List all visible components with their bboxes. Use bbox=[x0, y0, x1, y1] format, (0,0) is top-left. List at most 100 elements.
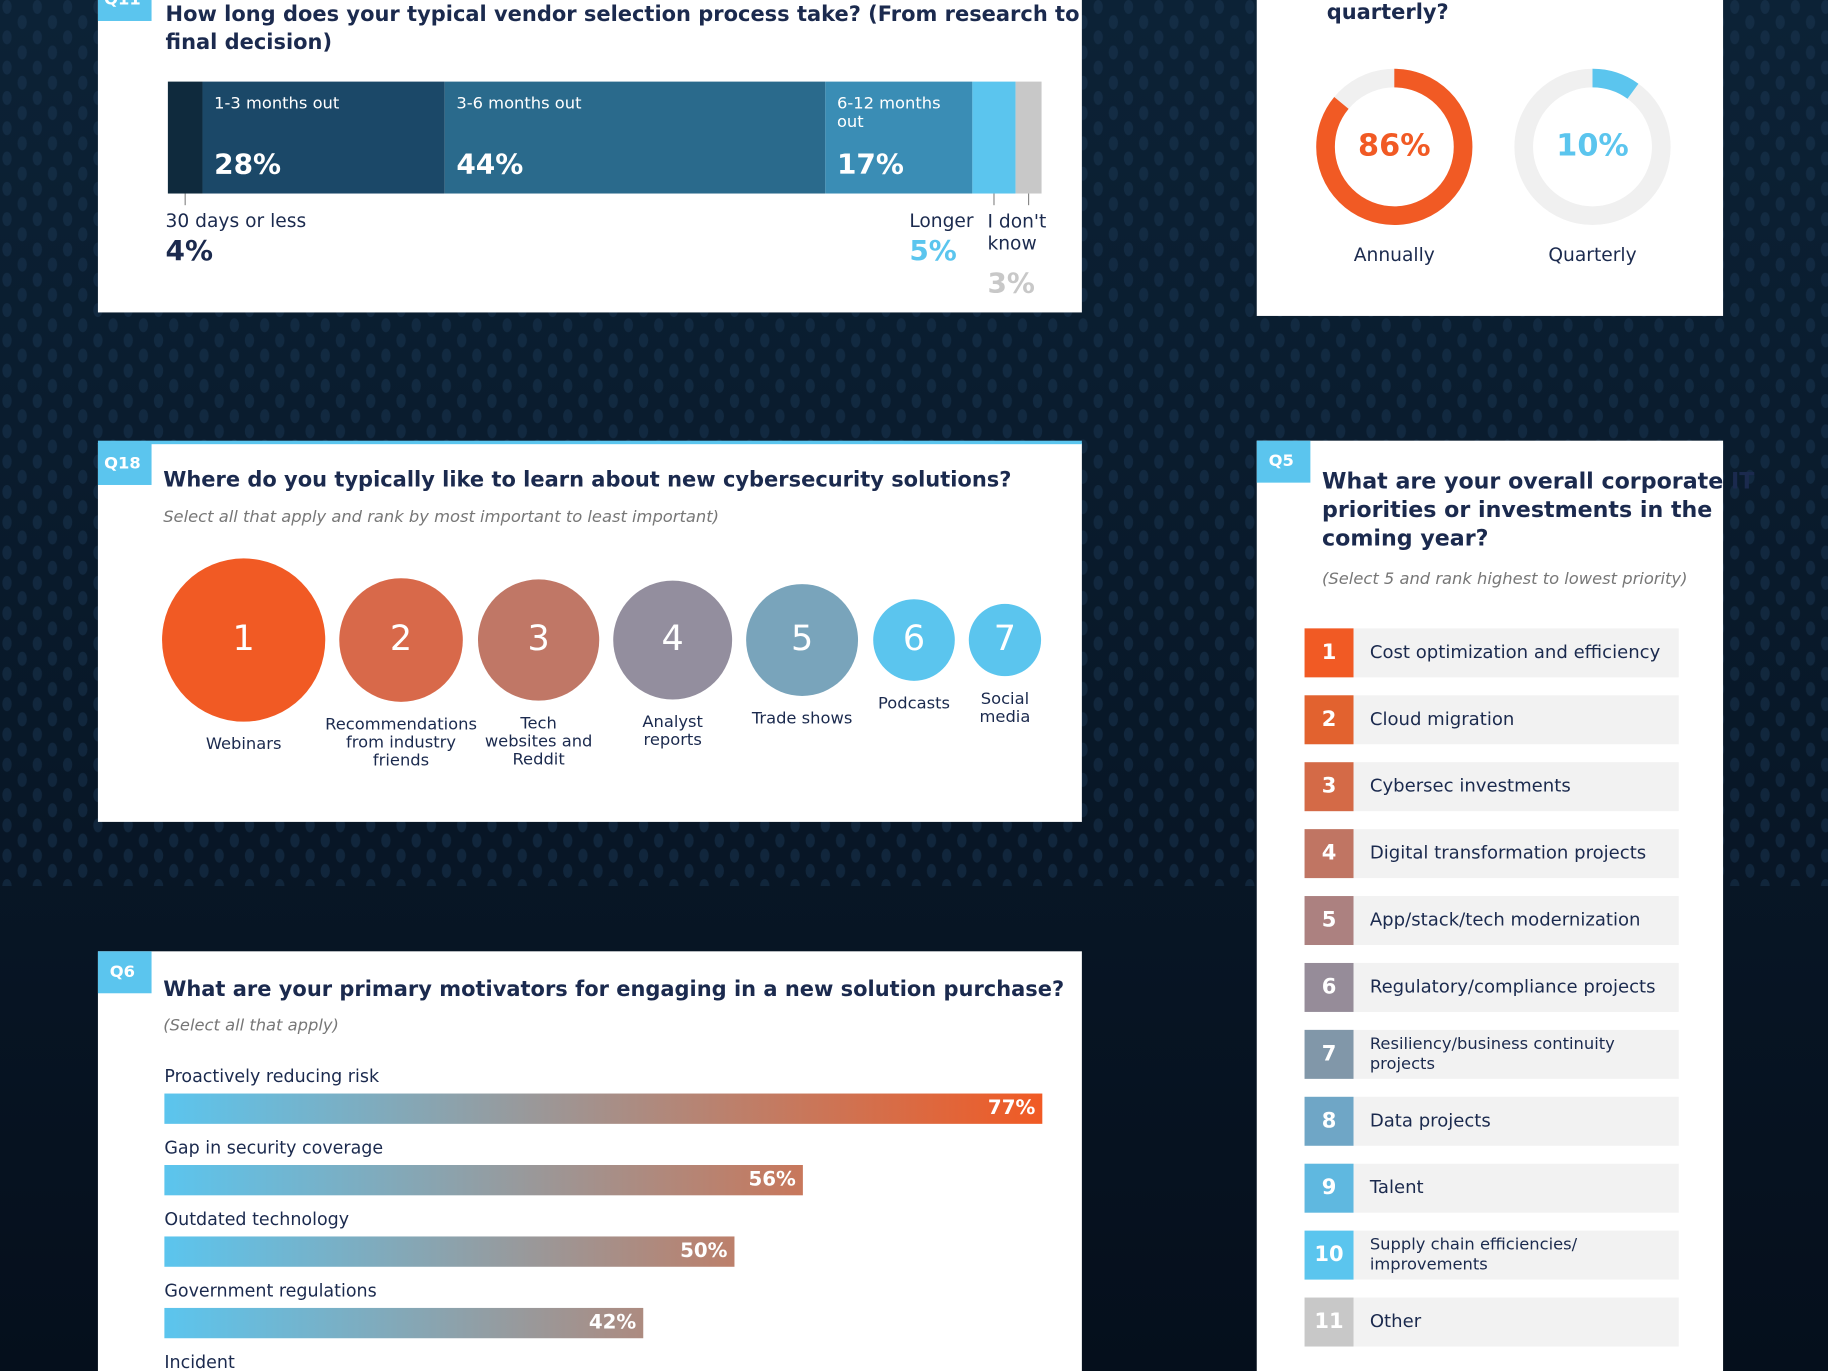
category-label: Social bbox=[981, 689, 1029, 708]
bar-segment bbox=[444, 81, 826, 194]
bubble bbox=[613, 580, 733, 700]
rank-label: 10 bbox=[1314, 1242, 1343, 1266]
rank-label: 2 bbox=[1322, 707, 1337, 731]
rank-label: 4 bbox=[1322, 841, 1337, 865]
row-background bbox=[1304, 1029, 1679, 1079]
category-label: Cybersec investments bbox=[1370, 776, 1571, 797]
question-badge bbox=[97, 443, 152, 485]
category-label: Recommendations bbox=[325, 715, 477, 734]
value-label: 50% bbox=[680, 1239, 728, 1262]
segment-label: out bbox=[837, 112, 864, 131]
panel-border bbox=[97, 440, 1082, 445]
bar-segment bbox=[167, 81, 203, 194]
rank-box bbox=[1304, 762, 1354, 812]
chart-subtitle: (Select all that apply) bbox=[163, 1015, 339, 1034]
rank-label: 5 bbox=[1322, 908, 1337, 932]
rank-box bbox=[1304, 1163, 1354, 1213]
donut-arc bbox=[1316, 68, 1473, 226]
category-label: Data projects bbox=[1370, 1110, 1491, 1131]
value-label: 56% bbox=[748, 1168, 796, 1191]
category-label: Digital transformation projects bbox=[1370, 843, 1646, 864]
value-label: 5% bbox=[909, 234, 956, 267]
category-label: Supply chain efficiencies/ bbox=[1370, 1235, 1578, 1254]
rank-box bbox=[1304, 1096, 1354, 1146]
value-label: 28% bbox=[214, 148, 281, 181]
category-label: Gap in security coverage bbox=[164, 1139, 383, 1159]
category-label: Government regulations bbox=[164, 1282, 376, 1302]
value-label: 3% bbox=[987, 266, 1034, 299]
bubble bbox=[339, 578, 463, 702]
question-label: Q5 bbox=[1269, 451, 1294, 470]
question-badge bbox=[1256, 440, 1311, 483]
category-label: Outdated technology bbox=[164, 1210, 349, 1230]
rank-label: 6 bbox=[903, 619, 925, 659]
rank-label: 9 bbox=[1322, 1175, 1337, 1199]
question-label: Q18 bbox=[104, 453, 141, 472]
chart-title: How long does your typical vendor select… bbox=[166, 2, 1080, 26]
category-label: Cost optimization and efficiency bbox=[1370, 642, 1661, 663]
chart-title: quarterly? bbox=[1327, 0, 1449, 24]
rank-label: 7 bbox=[994, 619, 1016, 659]
chart-title: final decision) bbox=[166, 30, 333, 54]
row-background bbox=[1304, 695, 1679, 745]
bubble bbox=[746, 584, 859, 696]
category-label: Tech bbox=[519, 713, 557, 732]
question-badge bbox=[97, 0, 152, 21]
bubble bbox=[873, 599, 955, 681]
value-label: 77% bbox=[988, 1096, 1036, 1119]
chart-subtitle: (Select 5 and rank highest to lowest pri… bbox=[1322, 569, 1687, 588]
rank-label: 11 bbox=[1314, 1309, 1343, 1333]
category-label: friends bbox=[373, 751, 429, 770]
chart-subtitle: Select all that apply and rank by most i… bbox=[163, 507, 719, 526]
rank-box bbox=[1304, 628, 1354, 678]
rank-box bbox=[1304, 962, 1354, 1012]
bar-segment bbox=[972, 81, 1016, 194]
question-label: Q11 bbox=[104, 0, 141, 8]
chart-title: coming year? bbox=[1322, 526, 1488, 552]
category-label: Quarterly bbox=[1548, 245, 1636, 266]
rank-label: 1 bbox=[233, 619, 255, 659]
bubble bbox=[968, 603, 1042, 677]
category-label: Other bbox=[1370, 1311, 1422, 1332]
rank-box bbox=[1304, 695, 1354, 745]
segment-label: I don't bbox=[987, 212, 1046, 233]
category-label: Incident bbox=[164, 1353, 235, 1371]
rank-box bbox=[1304, 829, 1354, 879]
segment-label: 30 days or less bbox=[166, 211, 307, 232]
row-background bbox=[1304, 829, 1679, 879]
donut-arc bbox=[1514, 68, 1671, 226]
category-label: Regulatory/compliance projects bbox=[1370, 976, 1656, 997]
rank-label: 7 bbox=[1322, 1041, 1337, 1065]
segment-label: 3-6 months out bbox=[456, 93, 581, 112]
segment-label: 1-3 months out bbox=[214, 93, 339, 112]
rank-box bbox=[1304, 1029, 1354, 1079]
row-background bbox=[1304, 1096, 1679, 1146]
chart-title: What are your overall corporate IT bbox=[1322, 469, 1754, 495]
bar bbox=[164, 1236, 735, 1267]
value-label: 4% bbox=[166, 234, 213, 267]
value-label: 10% bbox=[1556, 128, 1629, 163]
row-background bbox=[1304, 628, 1679, 678]
category-label: from industry bbox=[346, 733, 456, 752]
bar-segment bbox=[1015, 81, 1042, 194]
row-background bbox=[1304, 1230, 1679, 1280]
bar bbox=[164, 1307, 644, 1339]
bar bbox=[164, 1165, 803, 1196]
row-background bbox=[1304, 896, 1679, 946]
row-background bbox=[1304, 1163, 1679, 1213]
value-label: 17% bbox=[837, 148, 904, 181]
category-label: Talent bbox=[1369, 1177, 1424, 1198]
question-label: Q6 bbox=[110, 962, 135, 981]
bar bbox=[164, 1093, 1043, 1124]
bar-segment bbox=[825, 81, 973, 194]
rank-label: 4 bbox=[662, 619, 684, 659]
chart-title: priorities or investments in the bbox=[1322, 497, 1712, 523]
charts: Q11 How long does your typical vendor sel… bbox=[97, 0, 1754, 1371]
segment-label: Longer bbox=[909, 211, 974, 232]
category-label: Reddit bbox=[512, 749, 564, 768]
category-label: Annually bbox=[1354, 245, 1435, 266]
row-background bbox=[1304, 1297, 1679, 1347]
category-label: App/stack/tech modernization bbox=[1370, 910, 1641, 931]
